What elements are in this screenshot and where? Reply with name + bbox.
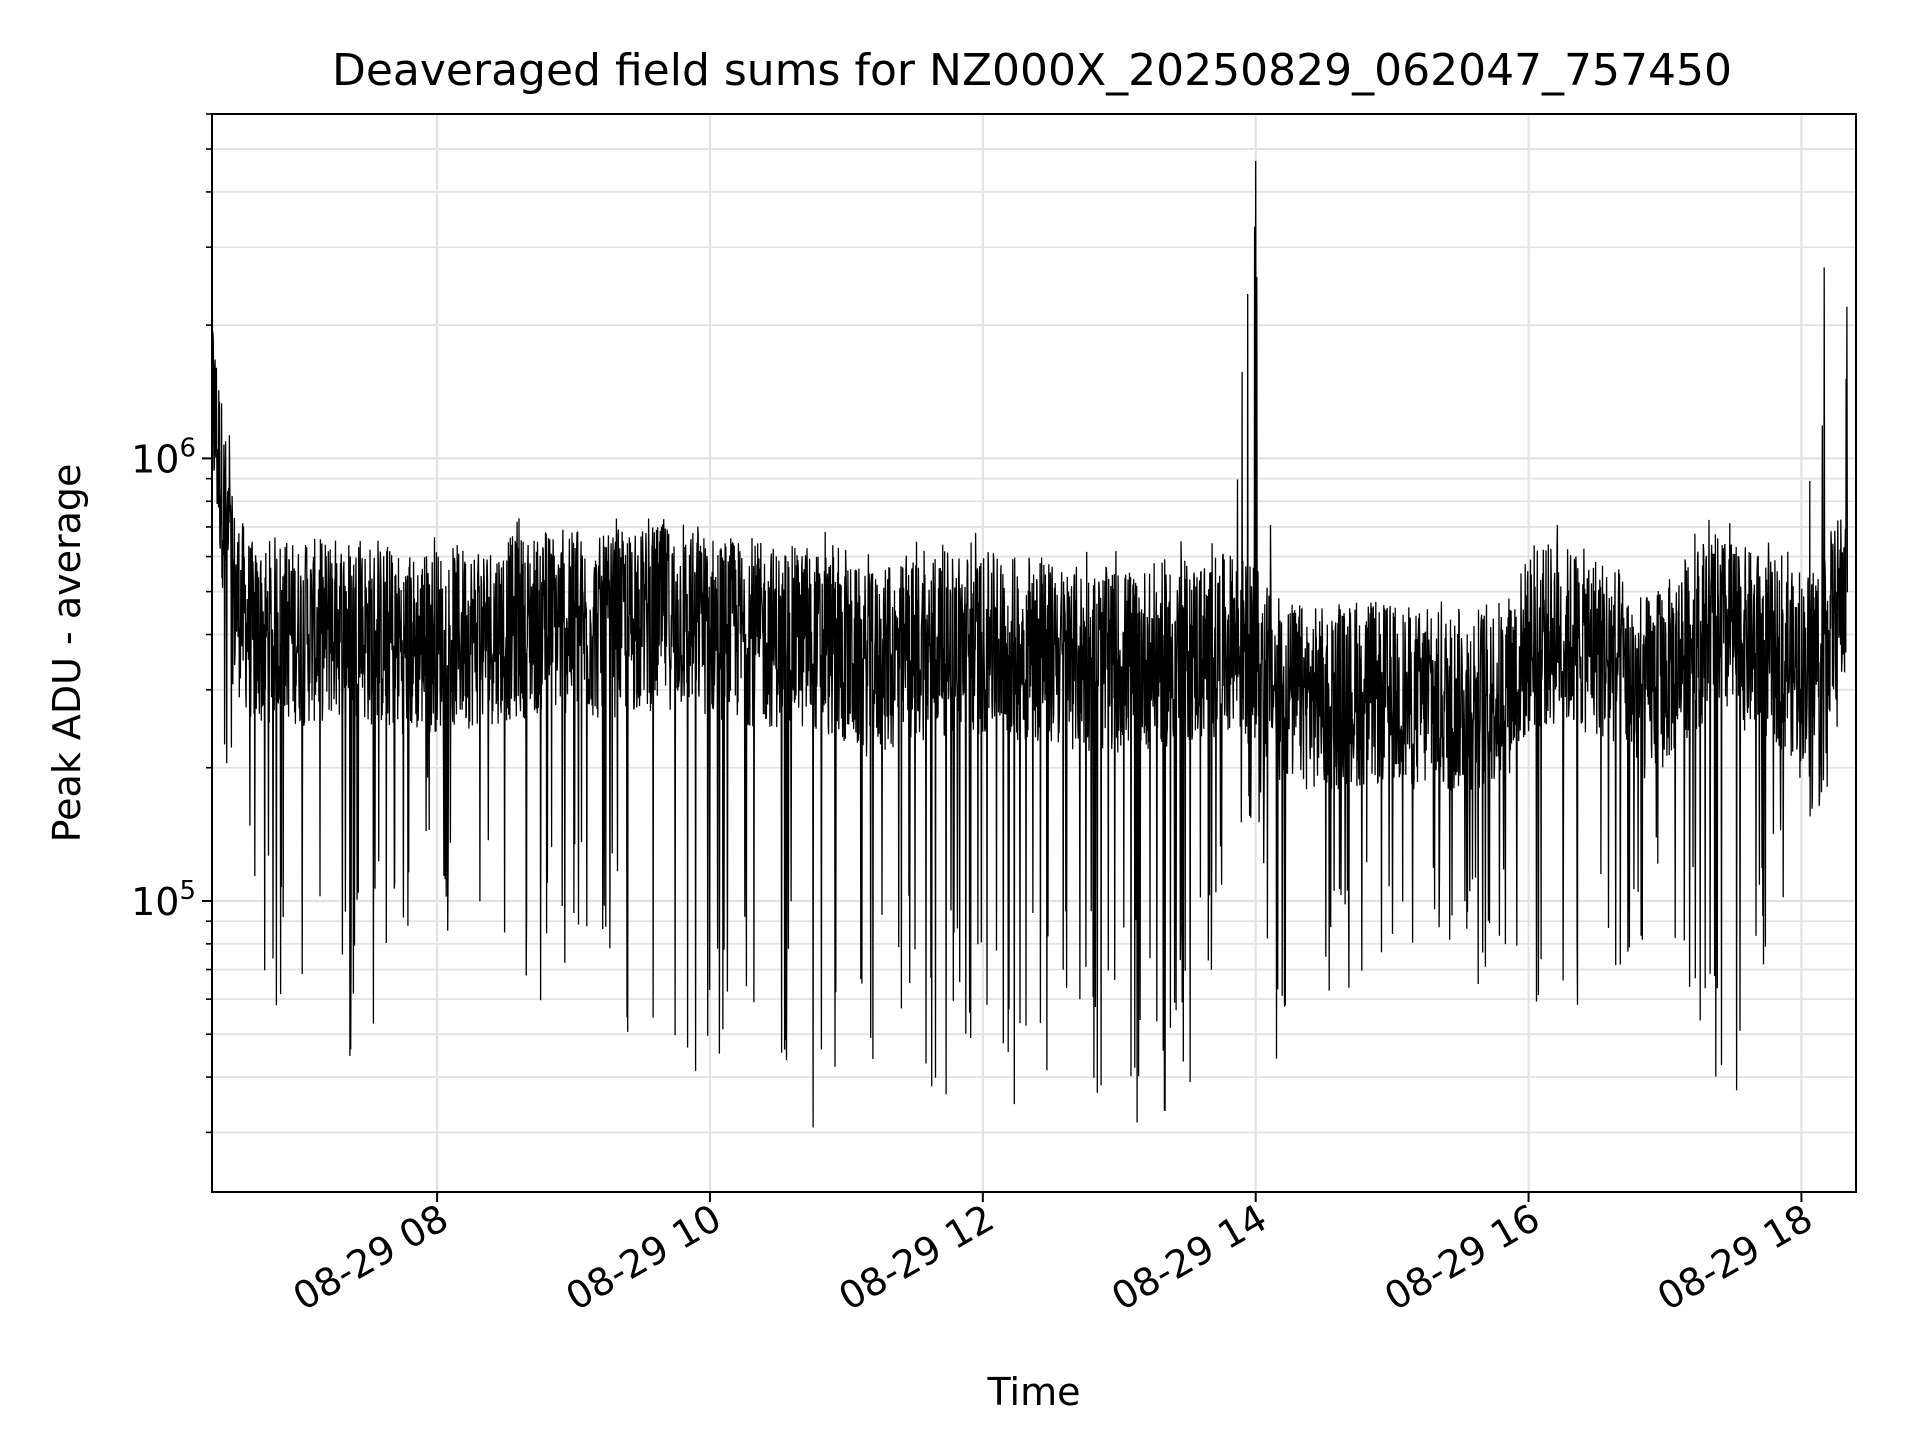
y-tick-label: 106 bbox=[131, 433, 196, 481]
y-axis-label: Peak ADU - average bbox=[45, 464, 89, 843]
plot-frame bbox=[211, 113, 1857, 1193]
data-series bbox=[211, 160, 1849, 1128]
x-axis-label: Time bbox=[987, 1370, 1081, 1414]
chart-title: Deaveraged field sums for NZ000X_2025082… bbox=[332, 45, 1732, 96]
y-tick-label: 105 bbox=[131, 876, 196, 924]
series-line bbox=[211, 160, 1849, 1128]
